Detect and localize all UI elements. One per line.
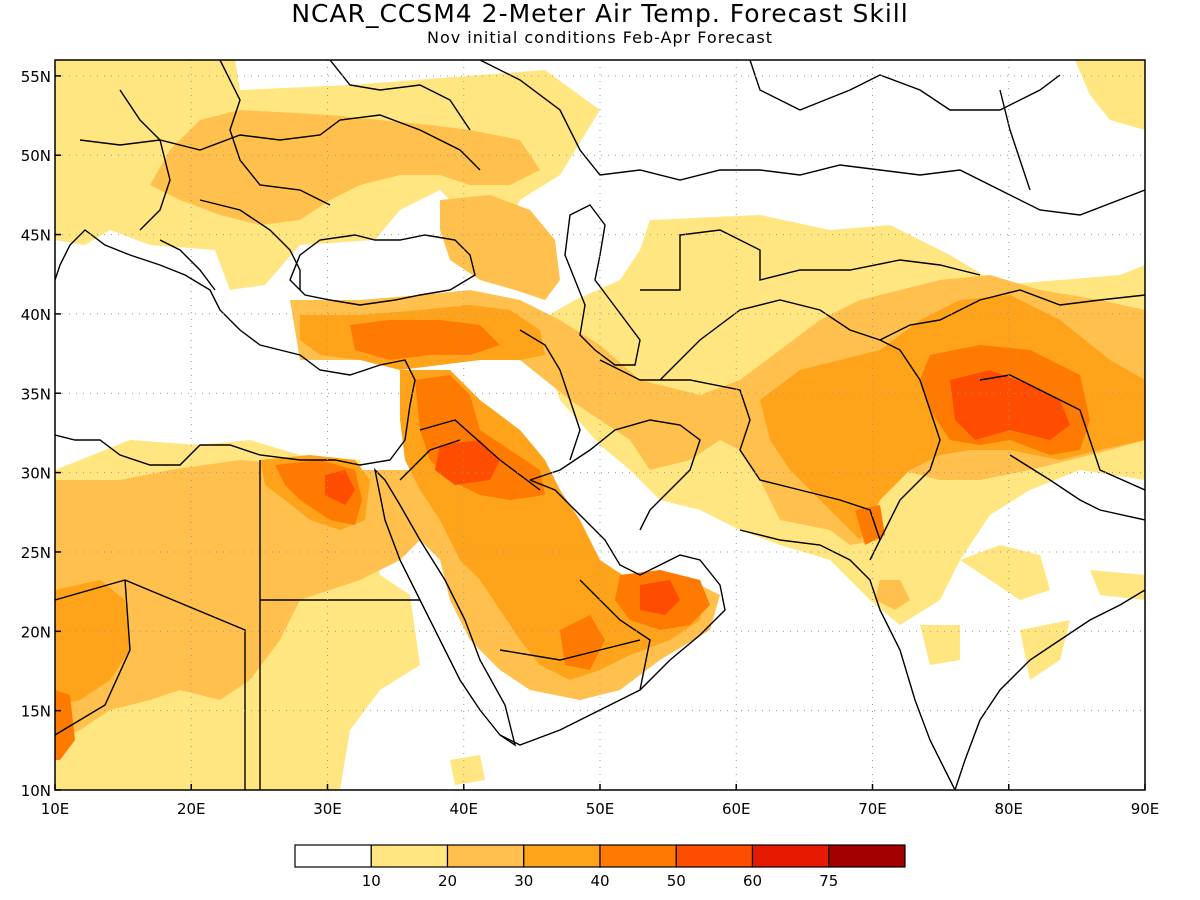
skill-field [55,60,1145,790]
x-tick-label: 80E [994,800,1023,818]
y-tick-label: 25N [21,544,51,562]
colorbar-label: 40 [590,872,609,890]
y-tick-label: 15N [21,703,51,721]
colorbar-swatch [370,844,449,868]
colorbar-label: 75 [819,872,838,890]
y-tick-label: 20N [21,623,51,641]
y-axis: 10N 15N 20N 25N 30N 35N 40N 45N 50N 55N [21,68,61,800]
x-tick-label: 30E [313,800,342,818]
y-tick-label: 50N [21,147,51,165]
colorbar-swatch [294,844,372,868]
x-axis: 10E 20E 30E 40E 50E 60E 70E 80E 90E [41,784,1160,818]
skill-band-50-60 [325,370,1070,615]
colorbar-swatch [523,844,601,868]
colorbar-label: 50 [667,872,686,890]
colorbar-swatch [828,844,906,868]
colorbar-swatch [599,844,677,868]
gridlines [55,60,1145,790]
x-tick-label: 40E [449,800,478,818]
colorbar-label: 20 [438,872,457,890]
x-tick-label: 70E [858,800,887,818]
y-tick-label: 10N [21,782,51,800]
colorbar: 10 20 30 40 50 60 75 [294,844,906,890]
chart-subtitle: Nov initial conditions Feb-Apr Forecast [426,28,773,47]
y-tick-label: 35N [21,385,51,403]
colorbar-swatch [446,844,525,868]
x-tick-label: 50E [586,800,615,818]
x-tick-label: 10E [41,800,70,818]
country-borders [55,60,1145,790]
chart-title: NCAR_CCSM4 2-Meter Air Temp. Forecast Sk… [291,0,909,28]
x-tick-label: 20E [177,800,206,818]
y-tick-label: 30N [21,465,51,483]
x-tick-label: 60E [722,800,751,818]
y-tick-label: 45N [21,227,51,245]
colorbar-label: 10 [362,872,381,890]
colorbar-label: 60 [743,872,762,890]
y-tick-label: 55N [21,68,51,86]
x-tick-label: 90E [1131,800,1160,818]
colorbar-label: 30 [514,872,533,890]
y-tick-label: 40N [21,306,51,324]
colorbar-swatch [751,844,830,868]
colorbar-swatch [675,844,754,868]
